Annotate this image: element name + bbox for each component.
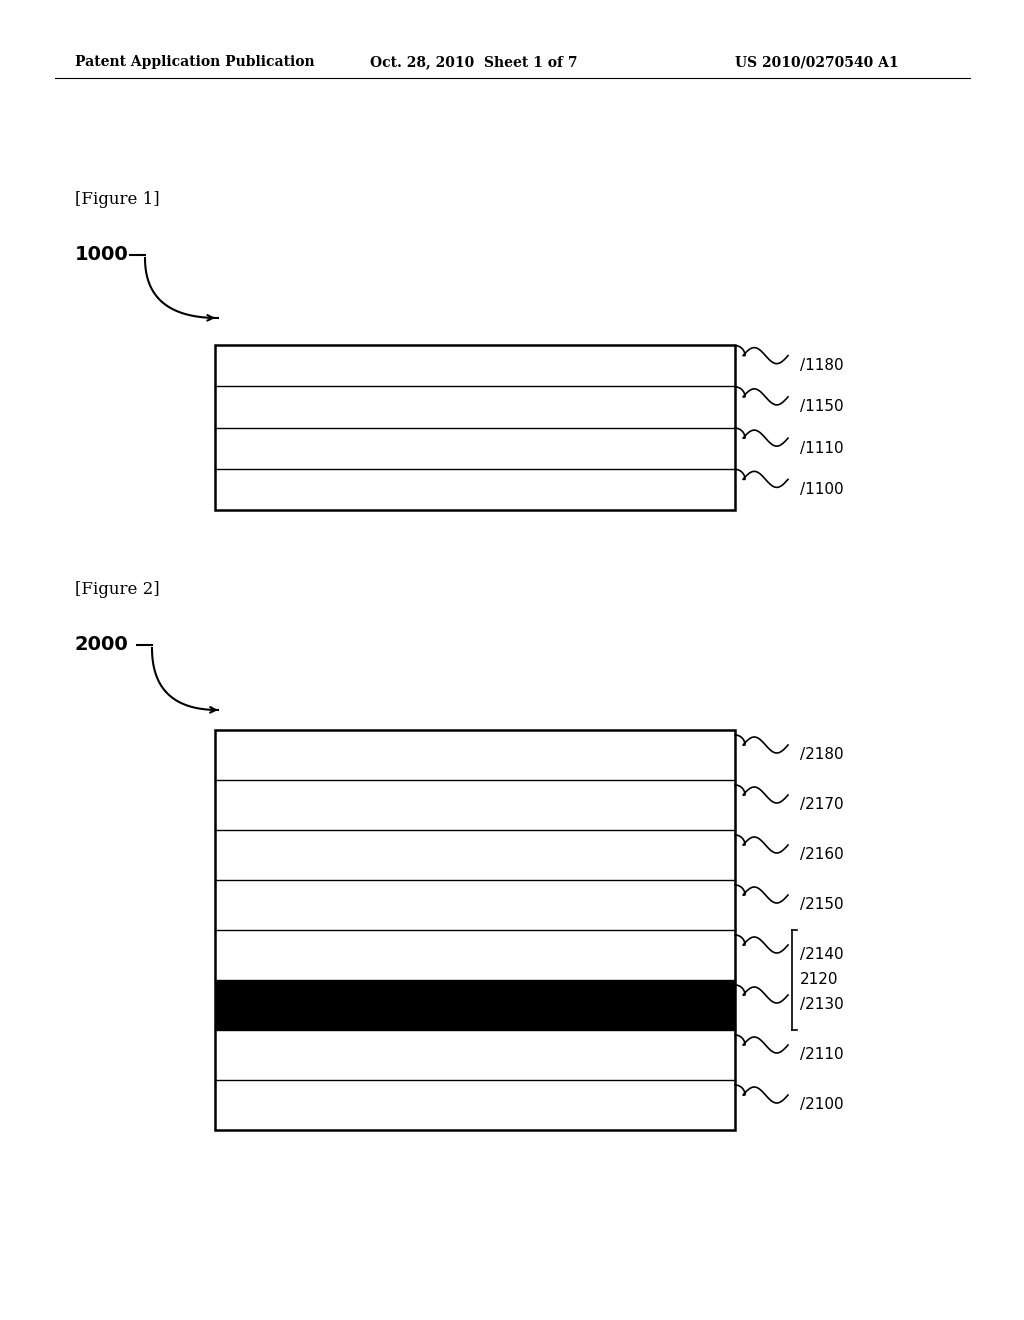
Text: Patent Application Publication: Patent Application Publication — [75, 55, 314, 69]
Text: 2120: 2120 — [800, 973, 839, 987]
Text: Oct. 28, 2010  Sheet 1 of 7: Oct. 28, 2010 Sheet 1 of 7 — [370, 55, 578, 69]
Text: /1180: /1180 — [800, 358, 844, 374]
Text: /2100: /2100 — [800, 1097, 844, 1113]
Text: /2140: /2140 — [800, 948, 844, 962]
Text: /2150: /2150 — [800, 898, 844, 912]
Text: /2160: /2160 — [800, 847, 844, 862]
Text: /2180: /2180 — [800, 747, 844, 763]
Text: US 2010/0270540 A1: US 2010/0270540 A1 — [735, 55, 899, 69]
Bar — [215, 979, 735, 1030]
Bar — [215, 345, 735, 510]
Text: /2130: /2130 — [800, 998, 844, 1012]
Bar — [215, 730, 735, 1130]
Text: 2000: 2000 — [75, 635, 129, 655]
Text: /2170: /2170 — [800, 797, 844, 813]
Text: /1150: /1150 — [800, 400, 844, 414]
Text: [Figure 1]: [Figure 1] — [75, 191, 160, 209]
Text: 1000: 1000 — [75, 246, 129, 264]
Text: [Figure 2]: [Figure 2] — [75, 582, 160, 598]
Text: /1110: /1110 — [800, 441, 844, 455]
Text: /1100: /1100 — [800, 482, 844, 496]
Text: /2110: /2110 — [800, 1048, 844, 1063]
